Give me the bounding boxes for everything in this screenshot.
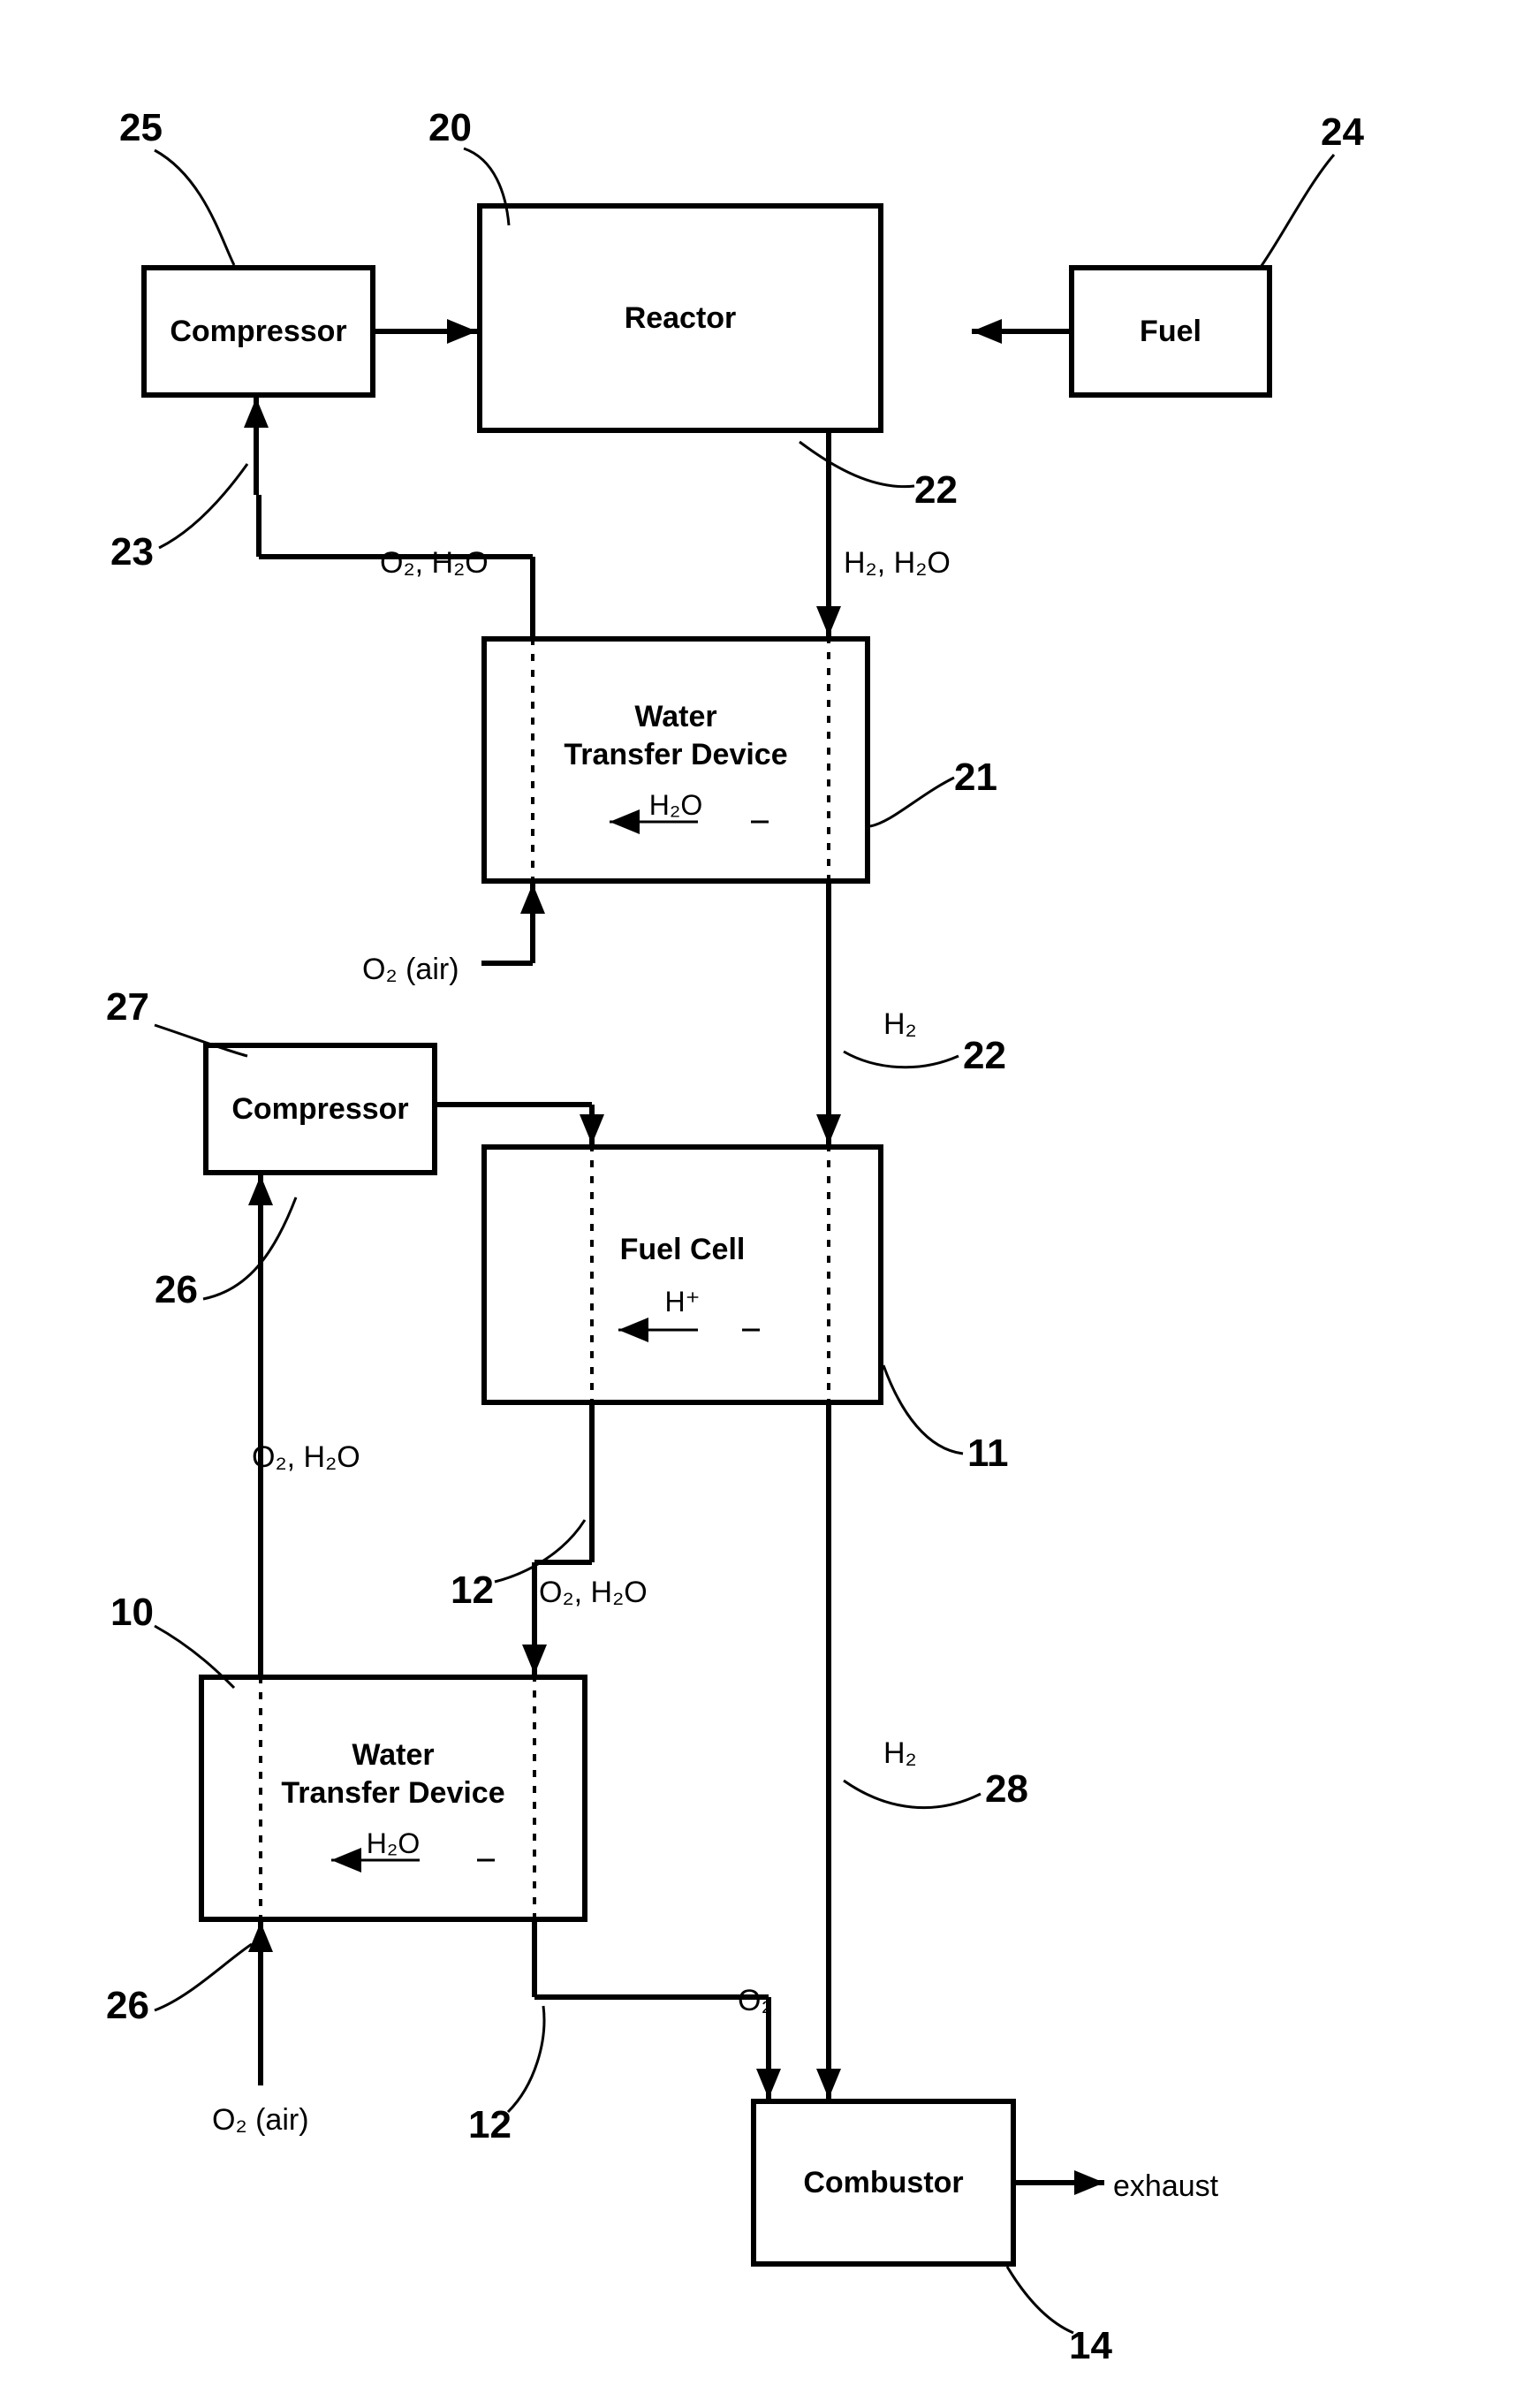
ref-12b: 12: [468, 2103, 512, 2147]
flow-label-o2h2o_3: O₂, H₂O: [539, 1576, 648, 1610]
leader-24: [1259, 155, 1334, 270]
flow-label-h2h2o: H₂, H₂O: [844, 546, 951, 581]
svg-layer: [0, 0, 1531, 2408]
flow-label-o2h2o_2: O₂, H₂O: [252, 1440, 360, 1475]
ref-20: 20: [428, 106, 472, 150]
ref-11: 11: [967, 1432, 1009, 1476]
ref-10: 10: [110, 1591, 154, 1635]
leader-28: [844, 1781, 981, 1808]
flow-label-o2_1: O₂: [738, 1984, 773, 2018]
leader-26b: [155, 1944, 252, 2010]
leader-25: [155, 150, 234, 265]
flow-label-o2h2o_1: O₂, H₂O: [380, 546, 489, 581]
ref-26a: 26: [155, 1268, 198, 1312]
diagram-canvas: ReactorCompressorFuelWater Transfer Devi…: [0, 0, 1531, 2408]
ref-26b: 26: [106, 1984, 149, 2028]
leader-22b: [844, 1052, 959, 1067]
leader-23: [159, 464, 247, 548]
ref-27: 27: [106, 985, 149, 1029]
ref-12a: 12: [451, 1569, 494, 1613]
leader-26a: [203, 1197, 296, 1299]
ref-28: 28: [985, 1767, 1028, 1812]
ref-25: 25: [119, 106, 163, 150]
flow-label-o2air_1: O₂ (air): [362, 953, 459, 987]
flow-label-o2air_2: O₂ (air): [212, 2103, 309, 2138]
flow-label-h2_2: H₂: [883, 1736, 917, 1771]
ref-23: 23: [110, 530, 154, 574]
leader-27: [155, 1025, 247, 1056]
ref-14: 14: [1069, 2324, 1112, 2368]
flow-label-exhaust: exhaust: [1113, 2169, 1218, 2204]
leader-12a: [495, 1520, 585, 1582]
flow-label-h2_1: H₂: [883, 1007, 917, 1042]
ref-21: 21: [954, 756, 997, 800]
ref-24: 24: [1321, 110, 1364, 155]
leader-21: [870, 778, 954, 826]
leader-12b: [508, 2006, 544, 2112]
leader-22a: [800, 442, 914, 487]
leader-14: [1007, 2267, 1073, 2333]
ref-22b: 22: [963, 1034, 1006, 1078]
leader-20: [464, 148, 509, 225]
leader-11: [883, 1365, 963, 1454]
ref-22a: 22: [914, 468, 958, 513]
leader-10: [155, 1626, 234, 1688]
